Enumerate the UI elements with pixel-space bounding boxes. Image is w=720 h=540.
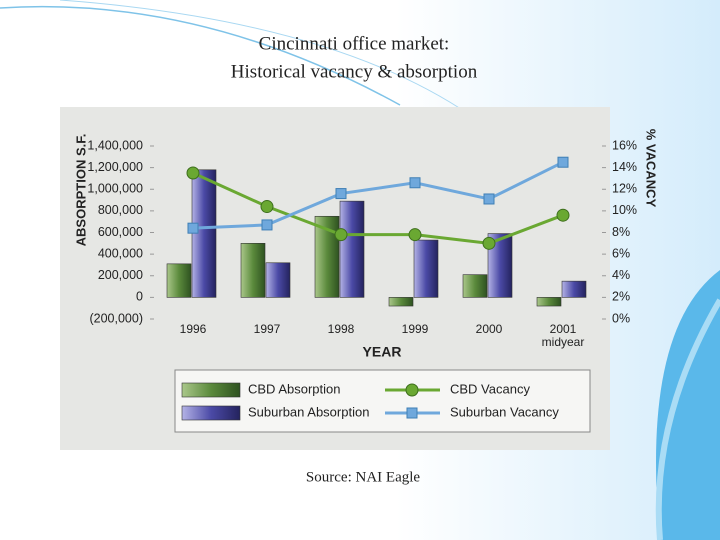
line: [192, 160, 564, 230]
point: [482, 236, 496, 250]
y2-tick-label: 4%: [612, 268, 630, 282]
y-tick-label: 0: [136, 290, 143, 304]
x-tick-label: 1998: [328, 322, 355, 336]
line: [192, 171, 564, 245]
legend-swatch: [181, 382, 241, 398]
legend-label: Suburban Absorption: [248, 404, 369, 419]
y-tick-label: 1,200,000: [87, 160, 143, 174]
y2-tick-label: 10%: [612, 203, 637, 217]
decor-corner: [656, 270, 720, 540]
bar: [265, 262, 291, 298]
y-tick-label: 1,000,000: [87, 182, 143, 196]
bar: [413, 239, 439, 298]
decor-curve: [0, 5, 401, 106]
legend-marker: [406, 407, 418, 419]
y2-axis-label: % VACANCY: [644, 129, 659, 208]
x-note: midyear: [542, 335, 585, 349]
x-tick-label: 1996: [180, 322, 207, 336]
y-axis-label: ABSORPTION S.F.: [73, 134, 88, 247]
point: [409, 177, 421, 189]
bar: [166, 263, 192, 298]
legend-marker: [405, 383, 419, 397]
y-tick-label: 400,000: [98, 246, 143, 260]
point: [334, 228, 348, 242]
point: [557, 156, 569, 168]
point: [408, 228, 422, 242]
bar: [561, 280, 587, 298]
bar: [388, 297, 414, 307]
point: [556, 208, 570, 222]
y2-tick-label: 12%: [612, 182, 637, 196]
y-tick-label: 1,400,000: [87, 138, 143, 152]
point: [187, 222, 199, 234]
bar: [536, 297, 562, 307]
decor-curve: [59, 0, 471, 116]
x-tick-label: 2000: [476, 322, 503, 336]
legend: [174, 369, 591, 433]
source: Source: NAI Eagle: [306, 469, 420, 485]
bar: [462, 274, 488, 298]
y2-tick-label: 6%: [612, 246, 630, 260]
legend-label: Suburban Vacancy: [450, 404, 559, 419]
point: [186, 166, 200, 180]
x-tick-label: 1997: [254, 322, 281, 336]
y-tick-label: 600,000: [98, 225, 143, 239]
y2-tick-label: 2%: [612, 290, 630, 304]
y2-tick-label: 14%: [612, 160, 637, 174]
x-tick-label: 1999: [402, 322, 429, 336]
x-tick-label: 2001: [550, 322, 577, 336]
legend-label: CBD Absorption: [248, 381, 341, 396]
y2-tick-label: 16%: [612, 138, 637, 152]
y2-tick-label: 8%: [612, 225, 630, 239]
x-axis-label: YEAR: [363, 344, 402, 360]
y2-tick-label: 0%: [612, 311, 630, 325]
title: Cincinnati office market:: [259, 33, 450, 54]
y-tick-label: (200,000): [89, 311, 143, 325]
bar: [339, 200, 365, 298]
point: [483, 193, 495, 205]
legend-label: CBD Vacancy: [450, 381, 530, 396]
legend-swatch: [181, 405, 241, 421]
point: [261, 219, 273, 231]
y-tick-label: 200,000: [98, 268, 143, 282]
decor-curve: [655, 298, 720, 540]
y-tick-label: 800,000: [98, 203, 143, 217]
bar: [240, 243, 266, 298]
point: [260, 200, 274, 214]
point: [335, 188, 347, 200]
subtitle: Historical vacancy & absorption: [231, 61, 478, 82]
